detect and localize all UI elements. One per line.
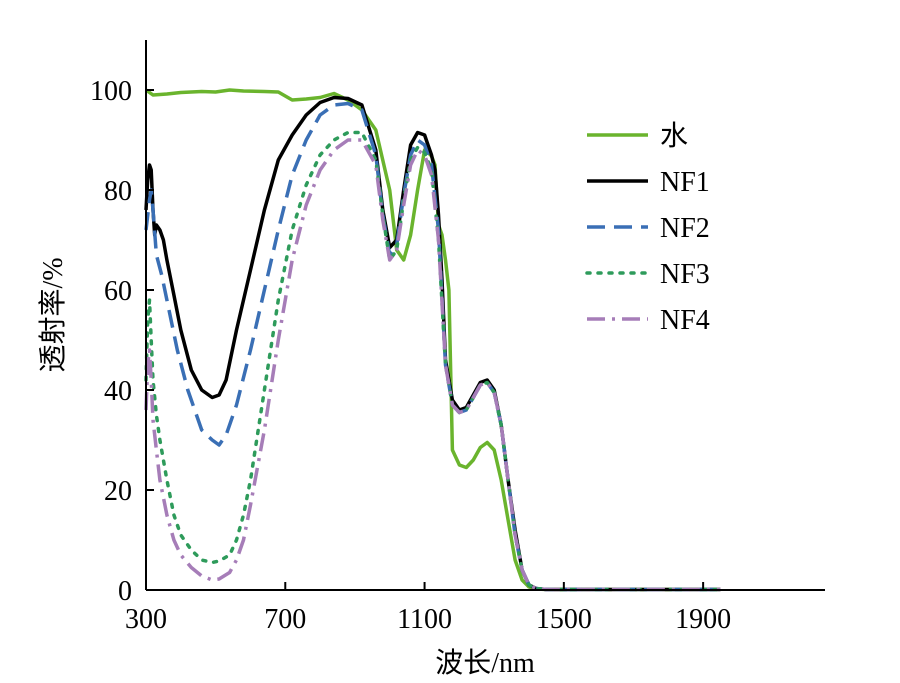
y-tick-label: 20 xyxy=(104,476,132,507)
y-tick-label: 40 xyxy=(104,376,132,407)
series-layer xyxy=(144,88,723,592)
x-axis-label: 波长/nm xyxy=(435,647,535,679)
y-tick-label: 80 xyxy=(104,176,132,207)
ticks-layer: 300 700 1100 1500 1900 0 20 40 60 80 100 xyxy=(90,76,731,635)
legend-label: NF1 xyxy=(660,167,710,198)
y-tick-label: 100 xyxy=(90,76,132,107)
series-line-5 xyxy=(144,138,721,592)
y-tick-label: 0 xyxy=(118,576,132,607)
y-axis-label: 透射率/% xyxy=(37,257,69,372)
legend: 水 NF1 NF2 NF3 NF4 xyxy=(585,120,710,336)
x-tick-label: 700 xyxy=(264,604,306,635)
x-tick-label: 1100 xyxy=(397,604,452,635)
axes-layer xyxy=(145,40,825,591)
x-tick-label: 1500 xyxy=(536,604,592,635)
legend-label: 水 xyxy=(660,120,688,152)
legend-label: NF4 xyxy=(660,305,710,336)
legend-label: NF3 xyxy=(660,259,710,290)
x-tick-label: 300 xyxy=(125,604,167,635)
legend-label: NF2 xyxy=(660,213,710,244)
x-tick-label: 1900 xyxy=(675,604,731,635)
y-tick-label: 60 xyxy=(104,276,132,307)
